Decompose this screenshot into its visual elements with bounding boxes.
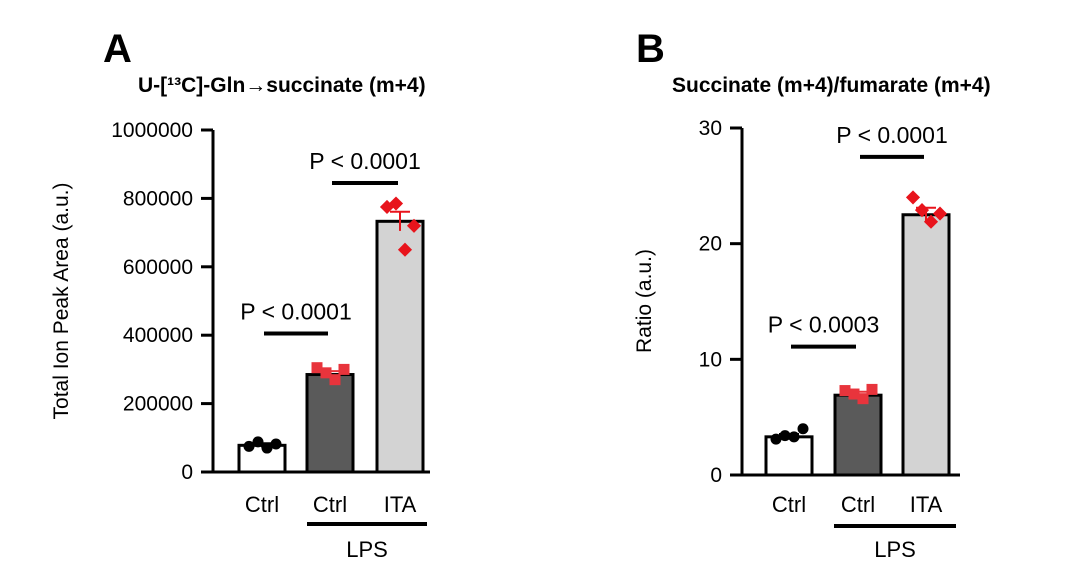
data-point [406,218,422,233]
y-tick-label: 30 [699,117,722,140]
x-category-label: Ctrl [841,492,875,517]
data-point [770,433,782,445]
data-point [252,436,264,448]
bar [901,213,951,477]
data-point [243,440,255,452]
panel-a-title: U-[¹³C]-Gln→succinate (m+4) [138,74,426,97]
y-tick-label: 0 [181,461,193,484]
bar [375,219,425,474]
data-point [923,214,939,229]
panel-b-title: Succinate (m+4)/fumarate (m+4) [672,74,991,97]
y-tick-label: 10 [699,348,722,371]
p-value-label: P < 0.0003 [768,312,880,338]
data-point [320,367,332,379]
data-point [311,362,323,374]
bar [305,373,355,474]
x-category-label: ITA [384,492,417,517]
data-point [932,206,948,221]
data-point [848,388,860,400]
panel-b: B Succinate (m+4)/fumarate (m+4) Ratio (… [633,27,991,562]
data-point [839,385,851,397]
x-category-label: Ctrl [245,492,279,517]
data-point [797,423,809,435]
data-point [270,438,282,450]
panel-letter-a: A [103,27,132,71]
p-value-label: P < 0.0001 [309,148,421,174]
y-tick-label: 400000 [123,324,193,347]
y-tick-label: 20 [699,233,722,256]
x-category-label: Ctrl [772,492,806,517]
data-point [338,363,350,375]
lps-group-label: LPS [346,537,388,562]
y-tick-label: 800000 [123,187,193,210]
y-tick-label: 200000 [123,393,193,416]
bar [833,393,883,477]
data-point [905,190,921,205]
x-category-label: Ctrl [313,492,347,517]
data-point [857,393,869,405]
y-axis-label: Total Ion Peak Area (a.u.) [50,183,73,420]
data-point [397,242,413,257]
p-value-label: P < 0.0001 [240,298,352,324]
data-point [388,196,404,211]
panel-letter-b: B [636,27,665,71]
data-point [866,383,878,395]
x-category-label: ITA [910,492,943,517]
data-point [261,442,273,454]
data-point [914,203,930,218]
panel-a: A U-[¹³C]-Gln→succinate (m+4) Total Ion … [50,27,430,562]
y-axis-label: Ratio (a.u.) [633,249,656,353]
data-point [788,431,800,443]
y-tick-label: 600000 [123,256,193,279]
data-point [779,430,791,442]
lps-group-label: LPS [874,537,916,562]
y-tick-label: 1000000 [111,119,193,142]
y-tick-label: 0 [710,464,722,487]
p-value-label: P < 0.0001 [836,122,948,148]
data-point [329,374,341,386]
